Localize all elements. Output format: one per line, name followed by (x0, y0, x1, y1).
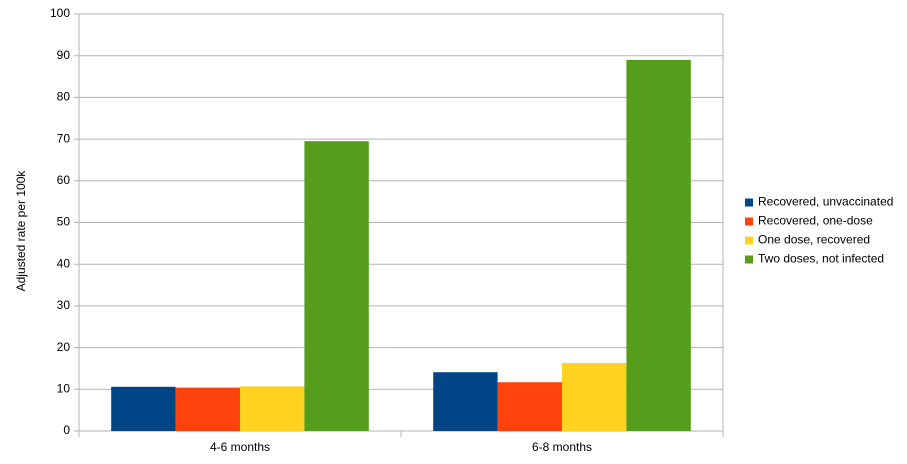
bar (433, 372, 498, 431)
legend-swatch (745, 198, 753, 207)
legend-label: Recovered, unvaccinated (758, 195, 893, 209)
y-tick-label: 10 (57, 381, 71, 395)
y-tick-label: 100 (50, 6, 70, 20)
bar (626, 59, 691, 432)
y-tick-label: 90 (57, 48, 71, 62)
y-tick-label: 40 (57, 256, 71, 270)
legend-label: One dose, recovered (758, 233, 870, 247)
y-tick-label: 30 (57, 298, 71, 312)
x-tick-label: 6-8 months (532, 440, 592, 454)
legend-label: Recovered, one-dose (758, 214, 873, 228)
bar (562, 363, 627, 431)
y-tick-label: 70 (57, 131, 71, 145)
y-axis-label: Adjusted rate per 100k (14, 170, 28, 292)
bar (111, 386, 176, 431)
legend-swatch (745, 217, 753, 226)
y-tick-label: 50 (57, 215, 71, 229)
legend-swatch (745, 255, 753, 264)
y-tick-label: 60 (57, 173, 71, 187)
bar (175, 387, 240, 431)
y-tick-label: 20 (57, 340, 71, 354)
y-tick-label: 0 (63, 423, 70, 437)
legend-swatch (745, 236, 753, 245)
legend-label: Two doses, not infected (758, 252, 884, 266)
y-tick-label: 80 (57, 90, 71, 104)
bar (240, 386, 305, 431)
bar (497, 382, 562, 431)
bar (304, 141, 369, 431)
x-tick-label: 4-6 months (210, 440, 270, 454)
